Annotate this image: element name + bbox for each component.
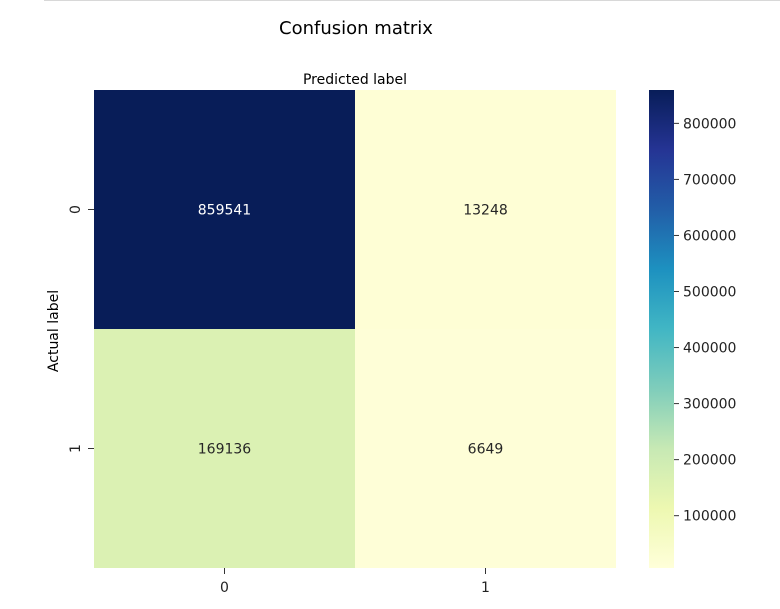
- colorbar-tick-label: 100000: [683, 509, 736, 525]
- cell-value-label: 169136: [198, 442, 252, 458]
- heatmap-cell: [94, 90, 355, 329]
- axis-ticks: 0 1 0 1: [68, 205, 490, 596]
- colorbar-tick-label: 800000: [683, 116, 736, 132]
- y-axis-label: Actual label: [46, 290, 62, 372]
- x-tick-label: 1: [481, 580, 490, 596]
- colorbar-tick-label: 500000: [683, 285, 736, 301]
- colorbar-tick-label: 700000: [683, 172, 736, 188]
- colorbar: [649, 90, 674, 568]
- colorbar-tick-label: 400000: [683, 341, 736, 357]
- y-tick-label: 1: [68, 444, 84, 453]
- colorbar-ticks: 100000 200000 300000 400000 500000 600000 7000…: [674, 116, 736, 525]
- heatmap-cell: [355, 90, 616, 329]
- cell-value-label: 13248: [463, 203, 508, 219]
- chart-title: Confusion matrix: [279, 18, 433, 39]
- x-axis-label: Predicted label: [303, 72, 407, 88]
- colorbar-tick-label: 200000: [683, 453, 736, 469]
- heatmap-cells: 859541 13248 169136 6649: [94, 90, 616, 568]
- heatmap-cell: [355, 329, 616, 568]
- colorbar-tick-label: 300000: [683, 397, 736, 413]
- heatmap-cell: [94, 329, 355, 568]
- top-border-line: [44, 0, 780, 1]
- y-tick-label: 0: [68, 205, 84, 214]
- cell-value-label: 6649: [468, 442, 504, 458]
- colorbar-tick-label: 600000: [683, 228, 736, 244]
- cell-value-label: 859541: [198, 203, 251, 219]
- x-tick-label: 0: [220, 580, 229, 596]
